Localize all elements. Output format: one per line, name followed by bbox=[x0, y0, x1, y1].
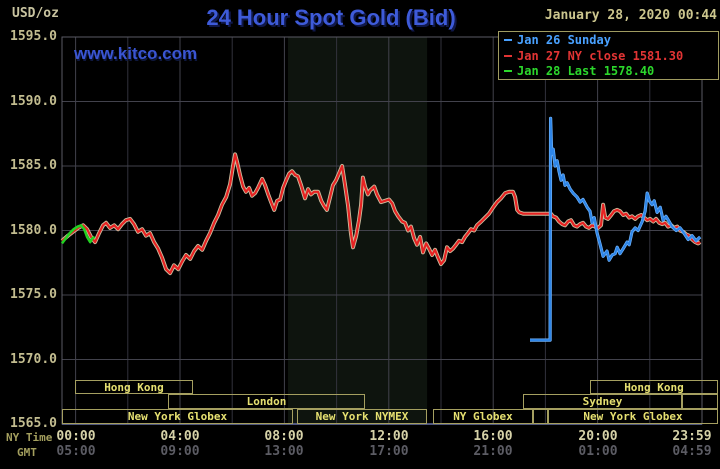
gmt-tick-label: 04:59 bbox=[672, 444, 712, 459]
y-tick-label: 1585.0 bbox=[10, 158, 57, 173]
ny-time-tick-label: 16:00 bbox=[473, 429, 513, 444]
gmt-tick-label: 09:00 bbox=[160, 444, 200, 459]
y-tick-label: 1580.0 bbox=[10, 223, 57, 238]
ny-time-tick-label: 23:59 bbox=[672, 429, 712, 444]
ny-time-tick-label: 12:00 bbox=[369, 429, 409, 444]
y-tick-label: 1595.0 bbox=[10, 29, 57, 44]
legend-item-label: Jan 28 Last 1578.40 bbox=[517, 63, 655, 78]
session-box-hong-kong: Hong Kong bbox=[590, 380, 718, 394]
legend-item: Jan 27 NY close 1581.30 bbox=[499, 49, 718, 63]
y-axis-units-label: USD/oz bbox=[12, 6, 59, 21]
legend-item: Jan 26 Sunday bbox=[499, 33, 718, 47]
ny-time-row-label: NY Time bbox=[6, 431, 53, 444]
y-tick-label: 1575.0 bbox=[10, 287, 57, 302]
gmt-tick-label: 13:00 bbox=[264, 444, 304, 459]
legend: Jan 26 Sunday Jan 27 NY close 1581.30 Jan … bbox=[498, 31, 719, 80]
legend-item-label: Jan 27 NY close 1581.30 bbox=[517, 48, 684, 63]
session-box-new-york-globex: New York Globex bbox=[62, 409, 293, 424]
ny-time-tick-label: 04:00 bbox=[160, 429, 200, 444]
session-box-ny-globex: NY Globex bbox=[433, 409, 533, 424]
legend-dash-icon bbox=[504, 39, 512, 42]
y-tick-label: 1570.0 bbox=[10, 352, 57, 367]
gmt-tick-label: 01:00 bbox=[578, 444, 618, 459]
chart-timestamp: January 28, 2020 00:44 bbox=[544, 8, 717, 23]
ny-time-tick-label: 00:00 bbox=[56, 429, 96, 444]
y-tick-label: 1590.0 bbox=[10, 94, 57, 109]
session-box-empty bbox=[682, 394, 718, 409]
gmt-tick-label: 21:00 bbox=[473, 444, 513, 459]
legend-dash-icon bbox=[504, 54, 512, 57]
session-box-new-york-globex: New York Globex bbox=[548, 409, 718, 424]
session-box-empty bbox=[533, 409, 548, 424]
session-box-sydney: Sydney bbox=[523, 394, 682, 409]
chart-title: 24 Hour Spot Gold (Bid) bbox=[206, 5, 456, 30]
gmt-row-label: GMT bbox=[17, 446, 37, 459]
session-box-hong-kong: Hong Kong bbox=[75, 380, 193, 394]
legend-item: Jan 28 Last 1578.40 bbox=[499, 64, 718, 78]
series-jan28-line bbox=[60, 224, 96, 245]
ny-time-tick-label: 20:00 bbox=[578, 429, 618, 444]
gmt-tick-label: 05:00 bbox=[56, 444, 96, 459]
kitco-watermark: www.kitco.com bbox=[74, 44, 198, 63]
session-box-new-york-nymex: New York NYMEX bbox=[297, 409, 427, 424]
session-box-london: London bbox=[168, 394, 365, 409]
legend-item-label: Jan 26 Sunday bbox=[517, 33, 611, 48]
legend-dash-icon bbox=[504, 69, 512, 72]
y-tick-label: 1565.0 bbox=[10, 416, 57, 431]
series-jan26-line bbox=[530, 117, 701, 342]
series-jan27-line bbox=[61, 153, 701, 275]
gmt-tick-label: 17:00 bbox=[369, 444, 409, 459]
ny-time-tick-label: 08:00 bbox=[264, 429, 304, 444]
